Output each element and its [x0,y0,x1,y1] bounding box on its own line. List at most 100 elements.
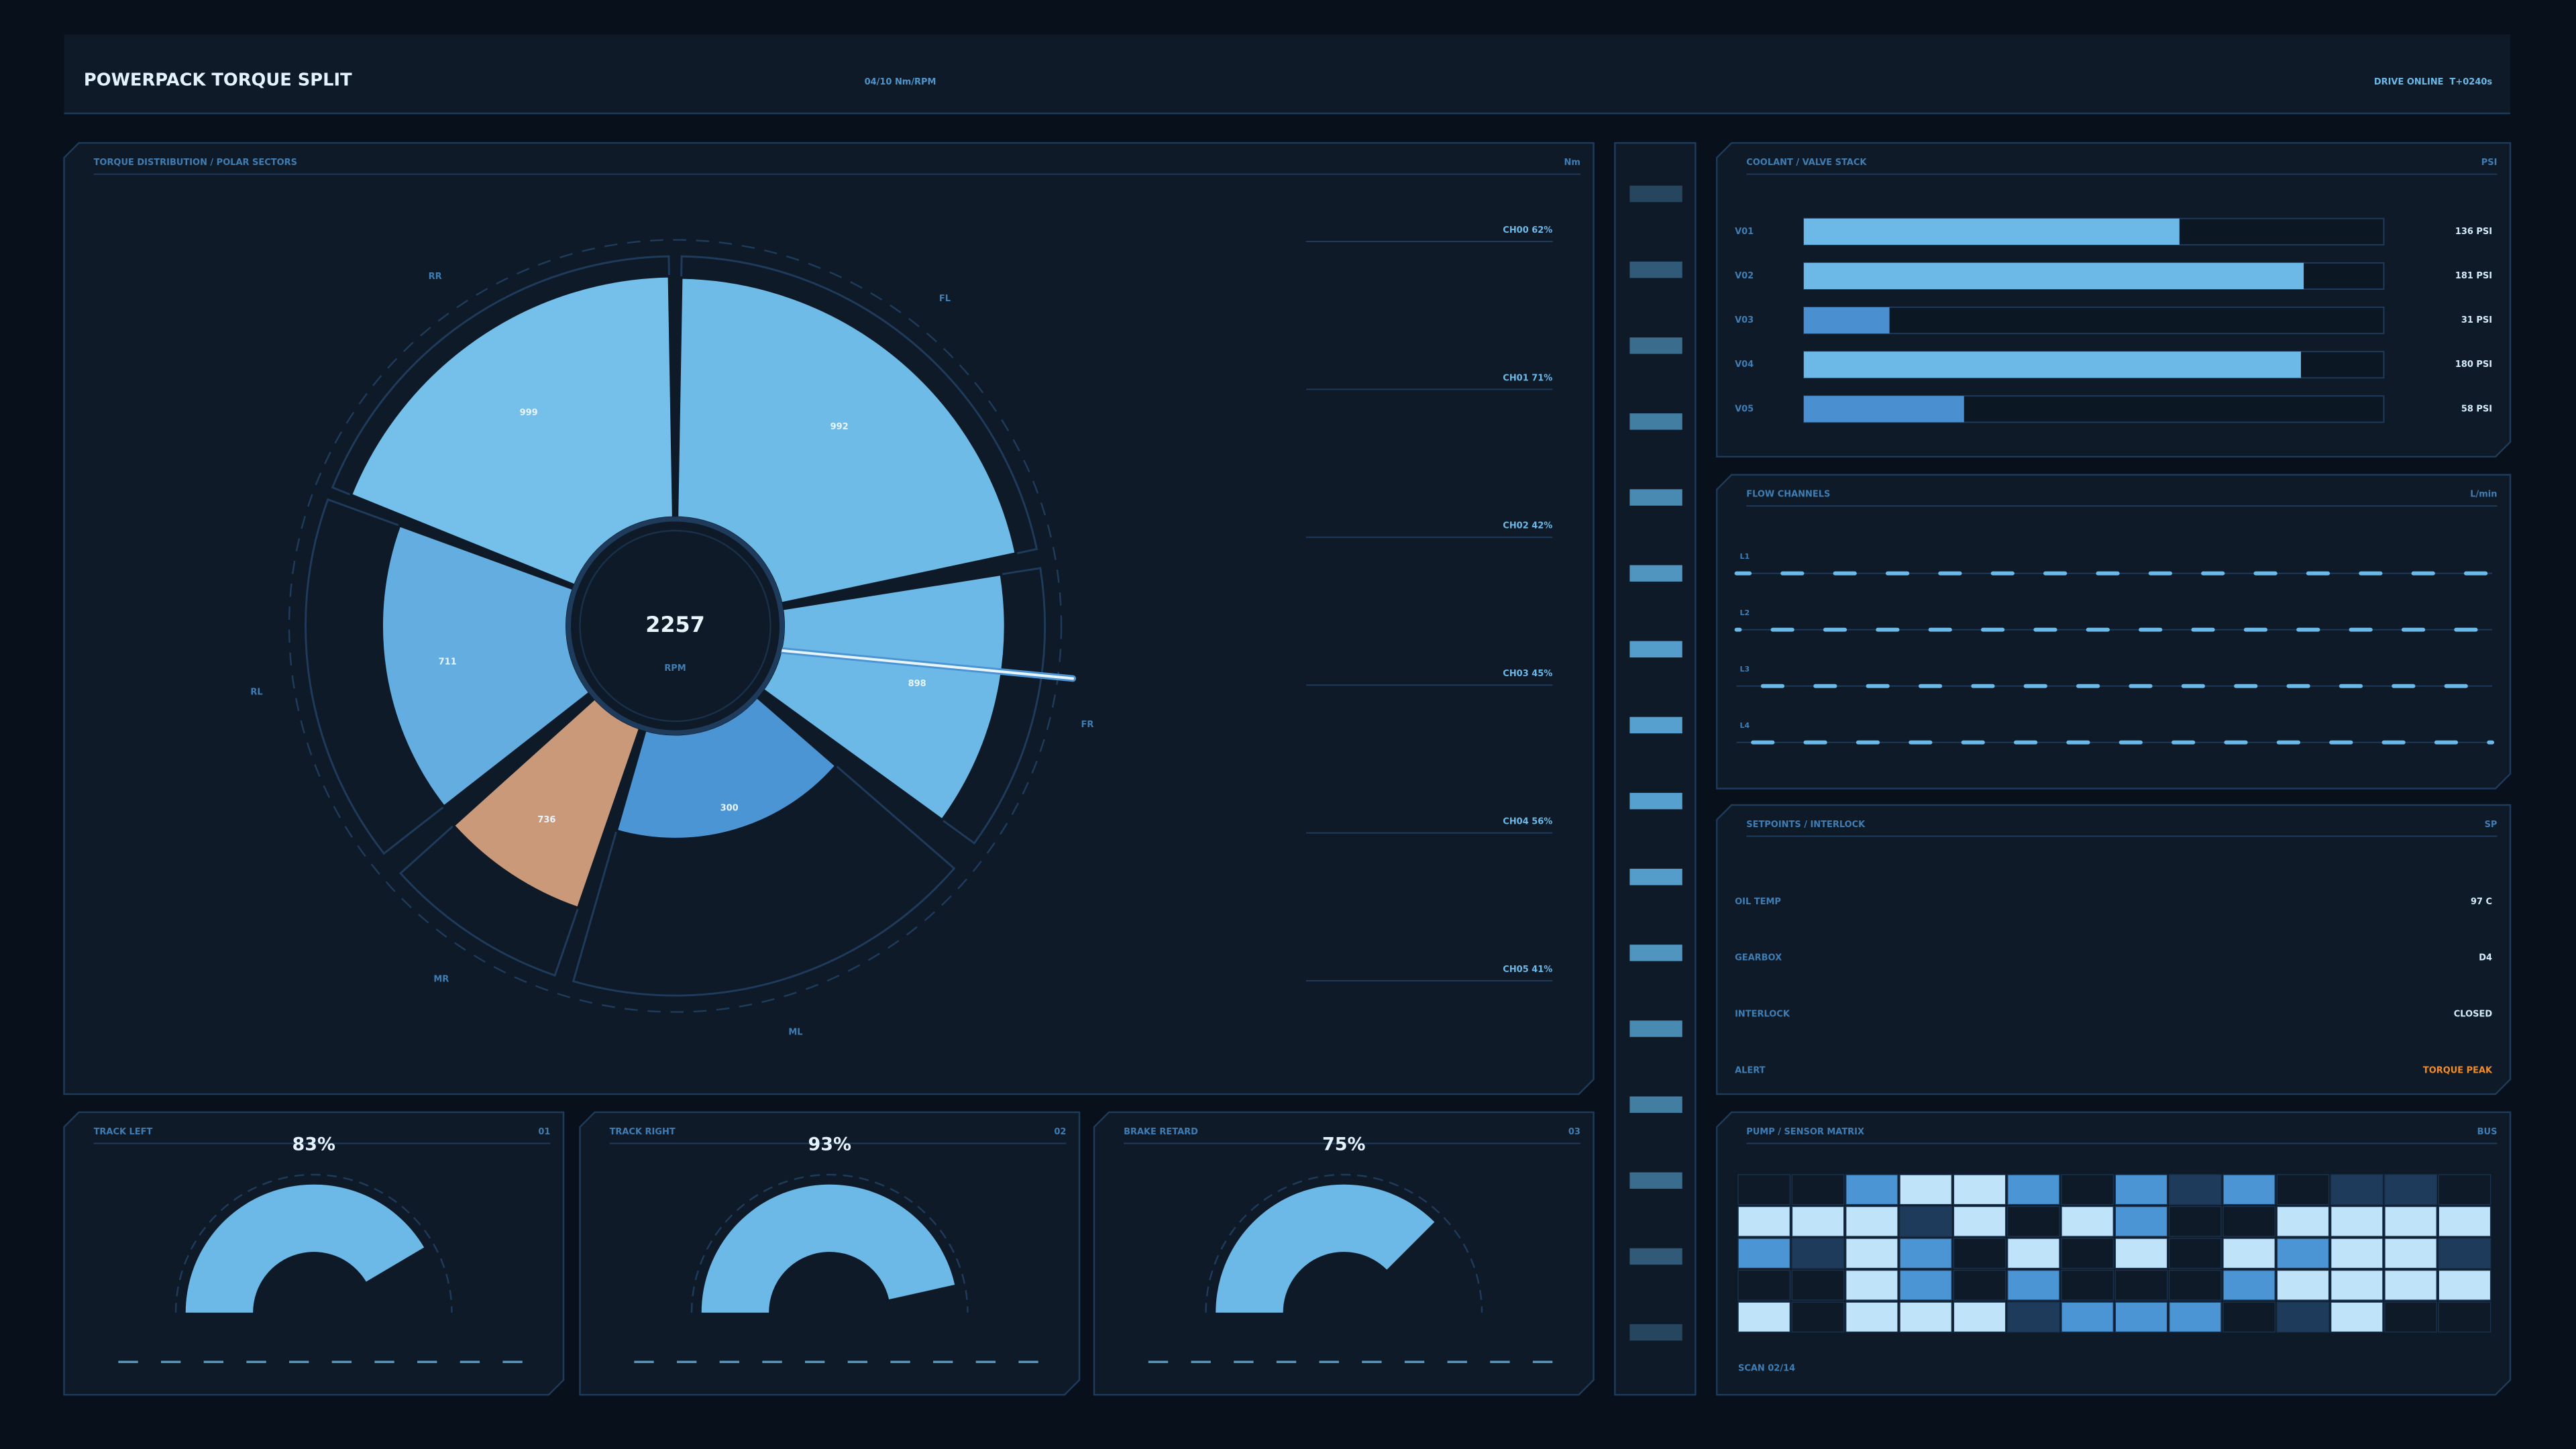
sector-label: RR [429,272,442,282]
bar [1803,218,2180,245]
strip-cell [1629,1096,1682,1113]
gauge-value: 83% [292,1134,335,1155]
matrix-cell [2006,1301,2060,1333]
header-status: DRIVE ONLINE T+0240s [2374,77,2493,87]
flow-label: L2 [1739,608,1750,617]
channel-value: 71% [1532,373,1552,383]
gauge-track [174,1173,453,1313]
gauge-fill [1216,1184,1435,1313]
channel-label: CH01 71% [1503,373,1552,383]
channel-label: CH03 45% [1503,669,1552,679]
panel-unit: SP [2485,820,2498,830]
panel-unit: BUS [2477,1127,2498,1137]
setpoint-label: ALERT [1735,1065,1766,1075]
matrix-cell [1953,1174,2006,1205]
hub-label: RPM [664,663,686,674]
matrix-cell [2222,1301,2276,1333]
strip-cell [1629,869,1682,885]
matrix-cell [2168,1301,2222,1333]
gauge-value: 93% [808,1134,851,1155]
panel-unit: 02 [1054,1127,1066,1137]
setpoint-value: TORQUE PEAK [2423,1065,2493,1075]
bar-value: 58 PSI [2461,404,2492,414]
matrix-cell [1791,1269,1845,1301]
matrix-cell [2276,1205,2330,1237]
flow-label: L3 [1739,665,1750,674]
valve-label: V01 [1735,227,1754,237]
panel [1715,804,2512,1095]
bar-track [1803,306,2385,335]
strip-cell [1629,489,1682,506]
panel-title: SETPOINTS / INTERLOCK [1746,820,1866,830]
matrix-cell [2006,1174,2060,1205]
header-mode: 04/10 Nm/RPM [865,77,936,87]
header-title: POWERPACK TORQUE SPLIT [84,70,352,91]
channel-name: CH05 [1503,964,1528,974]
matrix-cell [1899,1205,1953,1237]
channel-value: 62% [1532,225,1552,235]
sector-label: MR [433,974,449,984]
matrix-cell [1953,1205,2006,1237]
matrix-cell [2061,1269,2114,1301]
setpoint-value: CLOSED [2454,1010,2493,1020]
sector-value: 992 [830,422,849,432]
matrix-cell [2330,1205,2383,1237]
matrix-cell [1737,1269,1791,1301]
panel [579,1111,1081,1396]
sector-value: 300 [720,804,739,814]
sector-value: 898 [908,679,926,689]
matrix-cell [2061,1174,2114,1205]
channel-label: CH00 62% [1503,225,1552,235]
matrix-cell [1845,1205,1898,1237]
panel-title: TORQUE DISTRIBUTION / POLAR SECTORS [94,158,297,168]
panel [1715,474,2512,790]
panel-title: TRACK RIGHT [610,1127,676,1137]
matrix-cell [2114,1269,2168,1301]
matrix-cell [2168,1205,2222,1237]
channel-name: CH02 [1503,521,1528,531]
matrix-cell [1791,1301,1845,1333]
panel-title: COOLANT / VALVE STACK [1746,158,1867,168]
strip-cell [1629,641,1682,658]
matrix-cell [2276,1174,2330,1205]
panel-title: FLOW CHANNELS [1746,490,1830,500]
matrix-cell [2330,1269,2383,1301]
valve-label: V04 [1735,360,1754,370]
setpoint-label: OIL TEMP [1735,897,1781,907]
panel-unit: PSI [2481,158,2498,168]
channel-value: 56% [1532,816,1552,826]
bar [1803,262,2304,290]
channel-value: 45% [1532,669,1552,679]
matrix-cell [2384,1174,2438,1205]
channel-value: 41% [1532,964,1552,974]
sector-label: RL [250,687,262,697]
matrix-cell [2384,1301,2438,1333]
sector-value: 736 [537,815,555,825]
header-bar [64,34,2511,113]
matrix-cell [2006,1238,2060,1269]
hub [566,517,785,735]
panel [63,1111,565,1396]
panel [1093,1111,1595,1396]
channel-label: CH04 56% [1503,816,1552,826]
panel-title: PUMP / SENSOR MATRIX [1746,1127,1864,1137]
matrix-cell [2438,1269,2491,1301]
matrix-cell [1845,1174,1898,1205]
matrix-cell [1899,1238,1953,1269]
channel-name: CH00 [1503,225,1528,235]
matrix-cell [1953,1238,2006,1269]
matrix-cell [2114,1205,2168,1237]
sector-label: FR [1081,720,1093,730]
strip-cell [1629,261,1682,278]
matrix-cell [1845,1269,1898,1301]
matrix-cell [2061,1205,2114,1237]
matrix-cell [2384,1238,2438,1269]
matrix-cell [1737,1238,1791,1269]
bar [1803,307,1890,334]
panel-unit: 01 [538,1127,550,1137]
matrix-cell [1791,1238,1845,1269]
matrix-cell [2222,1205,2276,1237]
bar-value: 180 PSI [2455,360,2492,370]
matrix-cell [1845,1238,1898,1269]
